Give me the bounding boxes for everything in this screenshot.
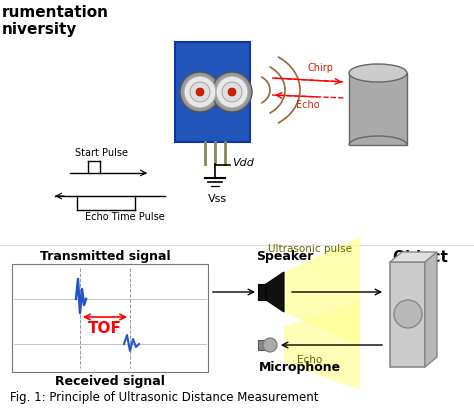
Bar <box>390 262 425 367</box>
Circle shape <box>180 72 220 112</box>
Circle shape <box>190 82 210 102</box>
Text: TOF: TOF <box>88 321 122 336</box>
Text: Echo: Echo <box>297 355 323 365</box>
Text: Microphone: Microphone <box>259 361 341 374</box>
Polygon shape <box>284 237 360 347</box>
Text: Vdd: Vdd <box>232 158 254 168</box>
Bar <box>12 264 208 372</box>
Circle shape <box>216 76 248 108</box>
Text: Speaker: Speaker <box>256 250 314 263</box>
Polygon shape <box>390 252 437 262</box>
Text: Fig. 1: Principle of Ultrasonic Distance Measurement: Fig. 1: Principle of Ultrasonic Distance… <box>10 391 319 404</box>
Text: Echo: Echo <box>296 100 319 110</box>
Polygon shape <box>258 284 266 300</box>
Text: Start Pulse: Start Pulse <box>75 148 128 158</box>
Circle shape <box>196 88 204 96</box>
Text: Vss: Vss <box>208 194 227 204</box>
Text: Transmitted signal: Transmitted signal <box>40 250 170 263</box>
Text: Echo Time Pulse: Echo Time Pulse <box>85 212 165 222</box>
Ellipse shape <box>349 64 407 82</box>
Polygon shape <box>349 73 407 145</box>
Polygon shape <box>284 300 360 390</box>
Circle shape <box>222 82 242 102</box>
Polygon shape <box>266 272 284 312</box>
Text: niversity: niversity <box>2 22 77 37</box>
Circle shape <box>228 88 236 96</box>
Polygon shape <box>258 340 268 350</box>
Polygon shape <box>175 42 250 142</box>
Text: Chirp: Chirp <box>308 63 334 73</box>
Polygon shape <box>425 252 437 367</box>
Circle shape <box>394 300 422 328</box>
Circle shape <box>184 76 216 108</box>
Circle shape <box>263 338 277 352</box>
Text: Ultrasonic pulse: Ultrasonic pulse <box>268 244 352 254</box>
Text: Object: Object <box>392 250 448 265</box>
Text: rumentation: rumentation <box>2 5 109 20</box>
Text: Received signal: Received signal <box>55 375 165 388</box>
Circle shape <box>212 72 252 112</box>
